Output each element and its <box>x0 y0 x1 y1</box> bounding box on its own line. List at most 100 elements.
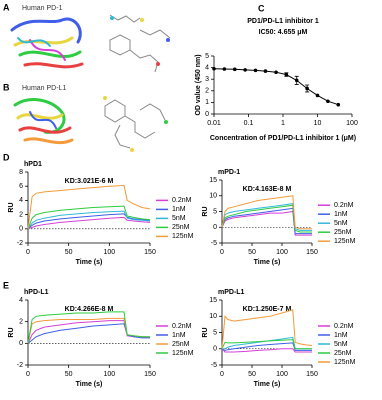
legend-label: 5nM <box>172 215 186 222</box>
data-point <box>315 93 320 98</box>
x-tick-label: 150 <box>306 249 318 256</box>
y-axis-label: RU <box>8 327 15 337</box>
series-line <box>27 216 151 230</box>
x-axis-label: Time (s) <box>76 259 103 266</box>
x-tick-label: 50 <box>248 249 256 256</box>
x-tick-label: 100 <box>276 249 288 256</box>
series-line <box>27 205 151 229</box>
y-tick-label: 0 <box>213 346 217 353</box>
series-line <box>221 203 312 231</box>
y-tick-label: 4 <box>205 64 209 71</box>
y-axis-label: RU <box>8 202 15 212</box>
chart-title: mPD-L1 <box>218 289 245 296</box>
y-axis-label: RU <box>202 206 209 216</box>
y-tick-label: 0 <box>213 224 217 231</box>
y-tick-label: 0 <box>205 111 209 118</box>
legend-label: 25nM <box>334 350 352 357</box>
kd-annotation: KD:1.250E-7 M <box>243 306 292 313</box>
data-point <box>212 66 216 71</box>
legend-label: 25nM <box>172 224 190 231</box>
x-axis-label: Time (s) <box>254 259 281 266</box>
y-tick-label: 4 <box>19 297 23 304</box>
y-tick-label: 15 <box>209 297 217 304</box>
data-point <box>284 72 289 77</box>
y-tick-label: -5 <box>211 240 217 247</box>
x-tick-label: 50 <box>65 371 73 378</box>
series-line <box>27 323 150 344</box>
x-tick-label: 10 <box>314 120 322 127</box>
x-tick-label: 0 <box>220 371 224 378</box>
kd-annotation: KD:4.163E-8 M <box>243 186 292 193</box>
structure-title: Human PD-1 <box>22 5 63 12</box>
ligand-pdl1 <box>103 96 168 152</box>
y-axis-label: OD value (450 nm) <box>195 54 202 115</box>
y-tick-label: 2 <box>205 88 209 95</box>
legend-label: 125nM <box>334 238 356 245</box>
y-tick-label: 5 <box>213 329 217 336</box>
data-point <box>336 102 341 107</box>
legend-label: 125nM <box>172 350 194 357</box>
x-tick-label: 100 <box>276 371 288 378</box>
x-axis-label: Time (s) <box>76 381 103 388</box>
chart-title: PD1/PD-L1 inhibitor 1 <box>247 18 319 25</box>
legend-label: 5nM <box>334 220 348 227</box>
series-line <box>221 195 312 230</box>
y-tick-label: 0 <box>19 340 23 347</box>
series-line <box>221 348 312 353</box>
panel-label: D <box>3 152 10 162</box>
y-tick-label: 10 <box>209 193 217 200</box>
x-tick-label: 1 <box>281 120 285 127</box>
legend-label: 0.2nM <box>172 323 192 330</box>
data-point <box>274 70 278 75</box>
panel-label: E <box>3 280 9 290</box>
data-point <box>243 68 247 72</box>
chart-title: hPD1 <box>24 161 42 168</box>
legend-label: 0.2nM <box>172 197 192 204</box>
series-line <box>27 320 151 344</box>
x-tick-label: 150 <box>306 371 318 378</box>
y-tick-label: -2 <box>17 362 23 369</box>
x-tick-label: 150 <box>144 249 156 256</box>
series-line <box>221 309 313 349</box>
structure-pdl1 <box>13 98 74 145</box>
data-point <box>232 67 237 72</box>
ligand-pd1 <box>109 14 171 73</box>
series-line <box>221 342 312 351</box>
x-tick-label: 0 <box>220 249 224 256</box>
x-tick-label: 100 <box>103 249 115 256</box>
legend-label: 1nM <box>334 332 348 339</box>
y-tick-label: 10 <box>209 313 217 320</box>
chart-title: hPD-L1 <box>24 289 49 296</box>
legend-label: 0.2nM <box>334 202 354 209</box>
y-tick-label: 15 <box>209 177 217 184</box>
data-point <box>263 69 268 73</box>
y-tick-label: 4 <box>19 197 23 204</box>
y-tick-label: 6 <box>19 183 23 190</box>
x-tick-label: 0 <box>26 371 30 378</box>
kd-annotation: KD:3.021E-6 M <box>65 178 114 185</box>
series-line <box>27 210 151 230</box>
legend-label: 5nM <box>334 341 348 348</box>
y-tick-label: 0 <box>19 226 23 233</box>
legend-label: 125nM <box>172 233 194 240</box>
series-line <box>221 207 312 235</box>
legend-label: 125nM <box>334 359 356 366</box>
legend-label: 25nM <box>334 229 352 236</box>
x-tick-label: 50 <box>248 371 256 378</box>
y-tick-label: -2 <box>17 240 23 247</box>
x-tick-label: 0 <box>26 249 30 256</box>
x-tick-label: 150 <box>144 371 156 378</box>
data-point <box>305 86 309 91</box>
x-axis-label: Concentration of PD1/PD-L1 inhibitor 1 (… <box>210 135 356 142</box>
y-tick-label: 5 <box>213 208 217 215</box>
series-line <box>221 339 312 350</box>
legend-label: 25nM <box>172 341 190 348</box>
x-tick-label: 0.1 <box>244 120 254 127</box>
y-tick-label: 2 <box>19 319 23 326</box>
y-tick-label: 3 <box>205 76 209 83</box>
kd-annotation: KD:4.266E-8 M <box>65 306 114 313</box>
series-line <box>27 311 150 344</box>
panel-label: C <box>258 3 265 13</box>
chart-title: mPD-1 <box>218 169 240 176</box>
